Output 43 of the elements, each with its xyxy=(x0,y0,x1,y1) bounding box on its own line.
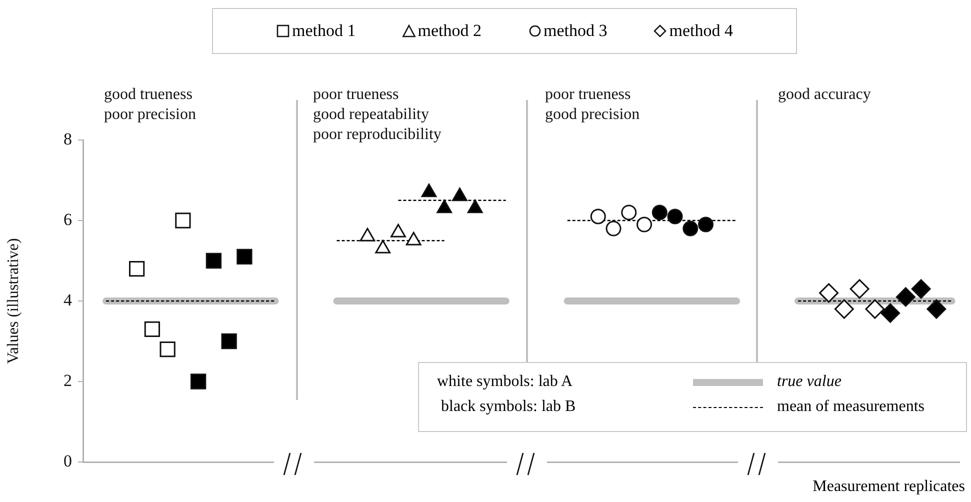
legend-label: method 2 xyxy=(418,21,482,41)
point xyxy=(160,341,176,358)
annotation: black symbols: lab B xyxy=(441,398,576,416)
point xyxy=(911,279,931,299)
point xyxy=(652,204,668,220)
y-tick-label: 0 xyxy=(64,451,72,470)
legend-label: method 3 xyxy=(544,21,608,41)
legend-label: true value xyxy=(777,373,842,390)
text: good accuracy xyxy=(778,85,871,105)
point xyxy=(667,208,683,224)
y-tick-label: 4 xyxy=(64,290,72,310)
y-tick-label: 8 xyxy=(64,129,72,148)
point xyxy=(682,220,698,236)
y-tick-label: 2 xyxy=(64,370,72,390)
legend-label: mean of measurements xyxy=(777,398,924,415)
point xyxy=(129,260,145,277)
legend-label: method 1 xyxy=(292,21,356,41)
point xyxy=(175,212,191,228)
point xyxy=(865,299,885,319)
point xyxy=(636,216,652,232)
point xyxy=(896,287,916,307)
point xyxy=(221,333,237,350)
point xyxy=(606,220,622,236)
point xyxy=(819,283,839,303)
text: poor trueness good precision xyxy=(545,85,640,125)
point xyxy=(590,208,606,224)
point xyxy=(698,216,714,232)
point xyxy=(190,374,206,390)
point xyxy=(850,279,870,299)
point xyxy=(236,248,252,265)
annotation: poor trueness good repeatability poor reproducibility xyxy=(313,85,442,145)
point xyxy=(144,321,160,337)
y-tick-label: 6 xyxy=(64,210,72,229)
point xyxy=(621,204,637,220)
point xyxy=(880,303,900,323)
point xyxy=(206,252,222,269)
y-axis-title: Values (illustrative) xyxy=(4,238,22,364)
x-axis-title: Measurement replicates xyxy=(812,478,965,496)
annotation: white symbols: lab A xyxy=(437,373,573,391)
legend-label: method 4 xyxy=(669,21,733,41)
text: good trueness poor precision xyxy=(104,85,196,125)
point xyxy=(834,299,854,319)
point xyxy=(926,299,946,319)
